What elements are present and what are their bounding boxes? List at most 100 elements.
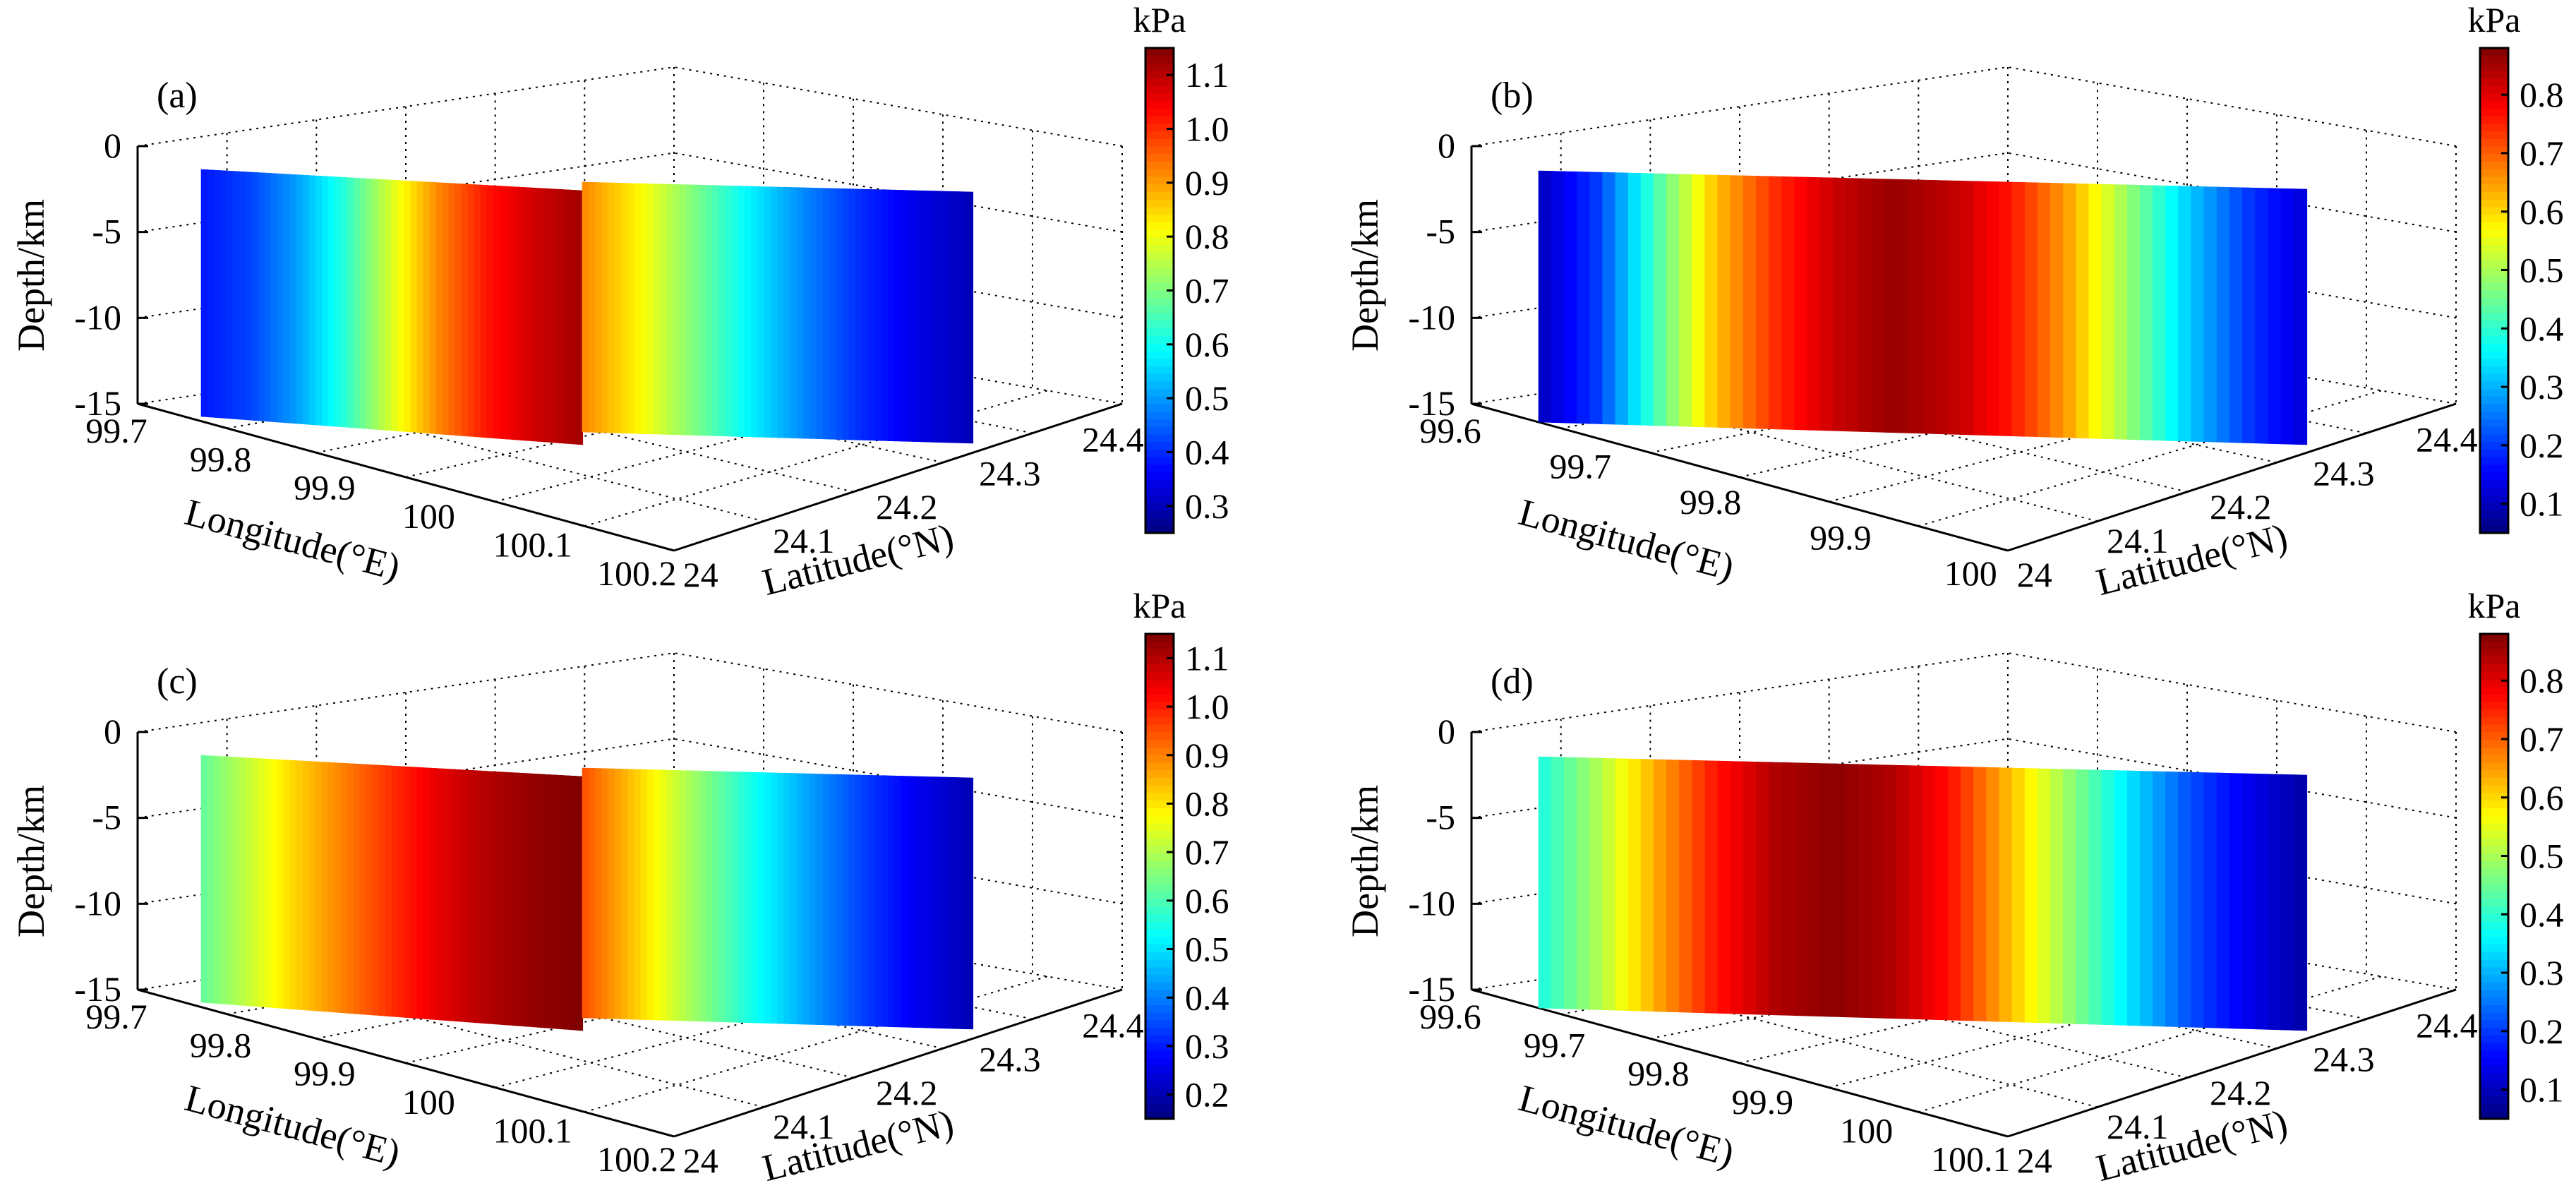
- y-tick-label: 24: [683, 555, 718, 594]
- surface-strip: [308, 175, 317, 426]
- surface-strip: [353, 177, 361, 428]
- y-tick-label: 24.3: [2313, 1039, 2375, 1079]
- colorbar-tick-label: 0.6: [2520, 778, 2564, 817]
- surface-strip: [226, 756, 234, 1005]
- colorbar-swatch: [2480, 222, 2508, 231]
- surface-strip: [315, 175, 323, 426]
- colorbar-swatch: [2480, 305, 2508, 314]
- y-tick-label: 24.1: [773, 1107, 835, 1146]
- surface-strip: [679, 770, 687, 1021]
- surface-strip: [1934, 766, 1949, 1021]
- colorbar-swatch: [2480, 975, 2508, 983]
- colorbar-tick-label: 0.7: [2520, 719, 2564, 759]
- colorbar-swatch: [2480, 320, 2508, 329]
- surface-strip: [673, 769, 681, 1021]
- surface-strip: [1884, 179, 1898, 433]
- colorbar-swatch: [2480, 472, 2508, 481]
- x-axis-label: Longitude(°E): [181, 491, 404, 589]
- colorbar-swatch: [2480, 373, 2508, 383]
- surface-strip: [913, 776, 922, 1028]
- surface-strip: [725, 185, 733, 437]
- surface-strip: [829, 188, 837, 440]
- surface-strip: [2216, 772, 2231, 1029]
- surface-strip: [738, 772, 746, 1023]
- colorbar-swatch: [2480, 464, 2508, 473]
- surface-strip: [953, 776, 961, 1029]
- surface-strip: [855, 188, 863, 440]
- colorbar-swatch: [2480, 229, 2508, 239]
- surface-strip: [1563, 757, 1578, 1009]
- surface-strip: [848, 774, 857, 1026]
- colorbar-swatch: [2480, 169, 2508, 178]
- colorbar-swatch: [2480, 78, 2508, 87]
- surface-strip: [556, 774, 565, 1030]
- surface-strip: [699, 184, 707, 436]
- surface-strip: [423, 767, 431, 1020]
- surface-strip: [614, 768, 622, 1019]
- surface-strip: [429, 767, 438, 1020]
- surface-strip: [334, 176, 342, 427]
- surface-strip: [2088, 769, 2102, 1025]
- surface-strip: [842, 188, 850, 440]
- surface-strip: [569, 775, 577, 1031]
- z-tick-label: -5: [92, 212, 121, 251]
- colorbar-swatch: [2480, 290, 2508, 299]
- colorbar-swatch: [1145, 245, 1174, 253]
- grid-line: [351, 371, 854, 493]
- colorbar-tick-label: 1.0: [1185, 109, 1229, 149]
- colorbar-swatch: [1145, 335, 1174, 344]
- surface-strip: [461, 184, 469, 437]
- colorbar-swatch: [1145, 472, 1174, 481]
- surface-strip: [1858, 764, 1872, 1019]
- surface-strip: [959, 777, 967, 1030]
- y-tick-label: 24.4: [1082, 1005, 1144, 1045]
- surface-strip: [1845, 178, 1860, 432]
- surface-strip: [226, 170, 234, 419]
- surface-strip: [757, 186, 766, 438]
- colorbar-swatch: [2480, 656, 2508, 665]
- surface-strip: [448, 769, 457, 1021]
- surface-strip: [601, 768, 609, 1019]
- surface-strip: [718, 185, 726, 437]
- surface-strip: [524, 773, 533, 1027]
- surface-strip: [1653, 173, 1668, 426]
- colorbar-swatch: [1145, 517, 1174, 527]
- surface-strip: [289, 174, 298, 424]
- surface-strip: [1973, 767, 1987, 1021]
- surface-strip: [537, 774, 546, 1028]
- colorbar-swatch: [1145, 229, 1174, 239]
- surface-strip: [686, 770, 694, 1021]
- y-ticks: 24 24.1 24.2 24.3 24.4: [683, 419, 1144, 594]
- colorbar-swatch: [1145, 1073, 1174, 1082]
- surface-strip: [2114, 184, 2129, 440]
- colorbar-swatch: [1145, 191, 1174, 200]
- colorbar-swatch: [1145, 290, 1174, 299]
- surface-strip: [448, 183, 457, 436]
- colorbar-swatch: [1145, 207, 1174, 215]
- z-tick-label: -5: [92, 798, 121, 837]
- colorbar-swatch: [1145, 252, 1174, 261]
- surface-strip: [486, 185, 495, 438]
- surface-strip: [321, 762, 330, 1012]
- surface-strip: [442, 182, 450, 436]
- colorbar-tick-label: 0.3: [2520, 953, 2564, 992]
- surface-strip: [2076, 769, 2090, 1025]
- surface-strip: [946, 191, 954, 443]
- x-tick-label: 99.9: [294, 1054, 356, 1093]
- z-tick-label: -10: [1408, 297, 1455, 337]
- colorbar-swatch: [1145, 351, 1174, 359]
- colorbar-swatch: [2480, 298, 2508, 306]
- surface-strip: [512, 772, 520, 1026]
- surface-strip: [939, 776, 948, 1029]
- colorbar-swatch: [1145, 154, 1174, 162]
- x-tick-label: 99.7: [85, 411, 148, 450]
- surface-strip: [1845, 764, 1860, 1018]
- surface-strip: [816, 188, 824, 440]
- surface-strip: [2165, 185, 2179, 441]
- x-axis-label: Longitude(°E): [1515, 1076, 1738, 1175]
- colorbar-swatch: [1145, 687, 1174, 695]
- x-tick-label: 100.2: [597, 553, 677, 593]
- y-axis: [673, 988, 1123, 1138]
- x-tick-label: 99.9: [1732, 1082, 1794, 1122]
